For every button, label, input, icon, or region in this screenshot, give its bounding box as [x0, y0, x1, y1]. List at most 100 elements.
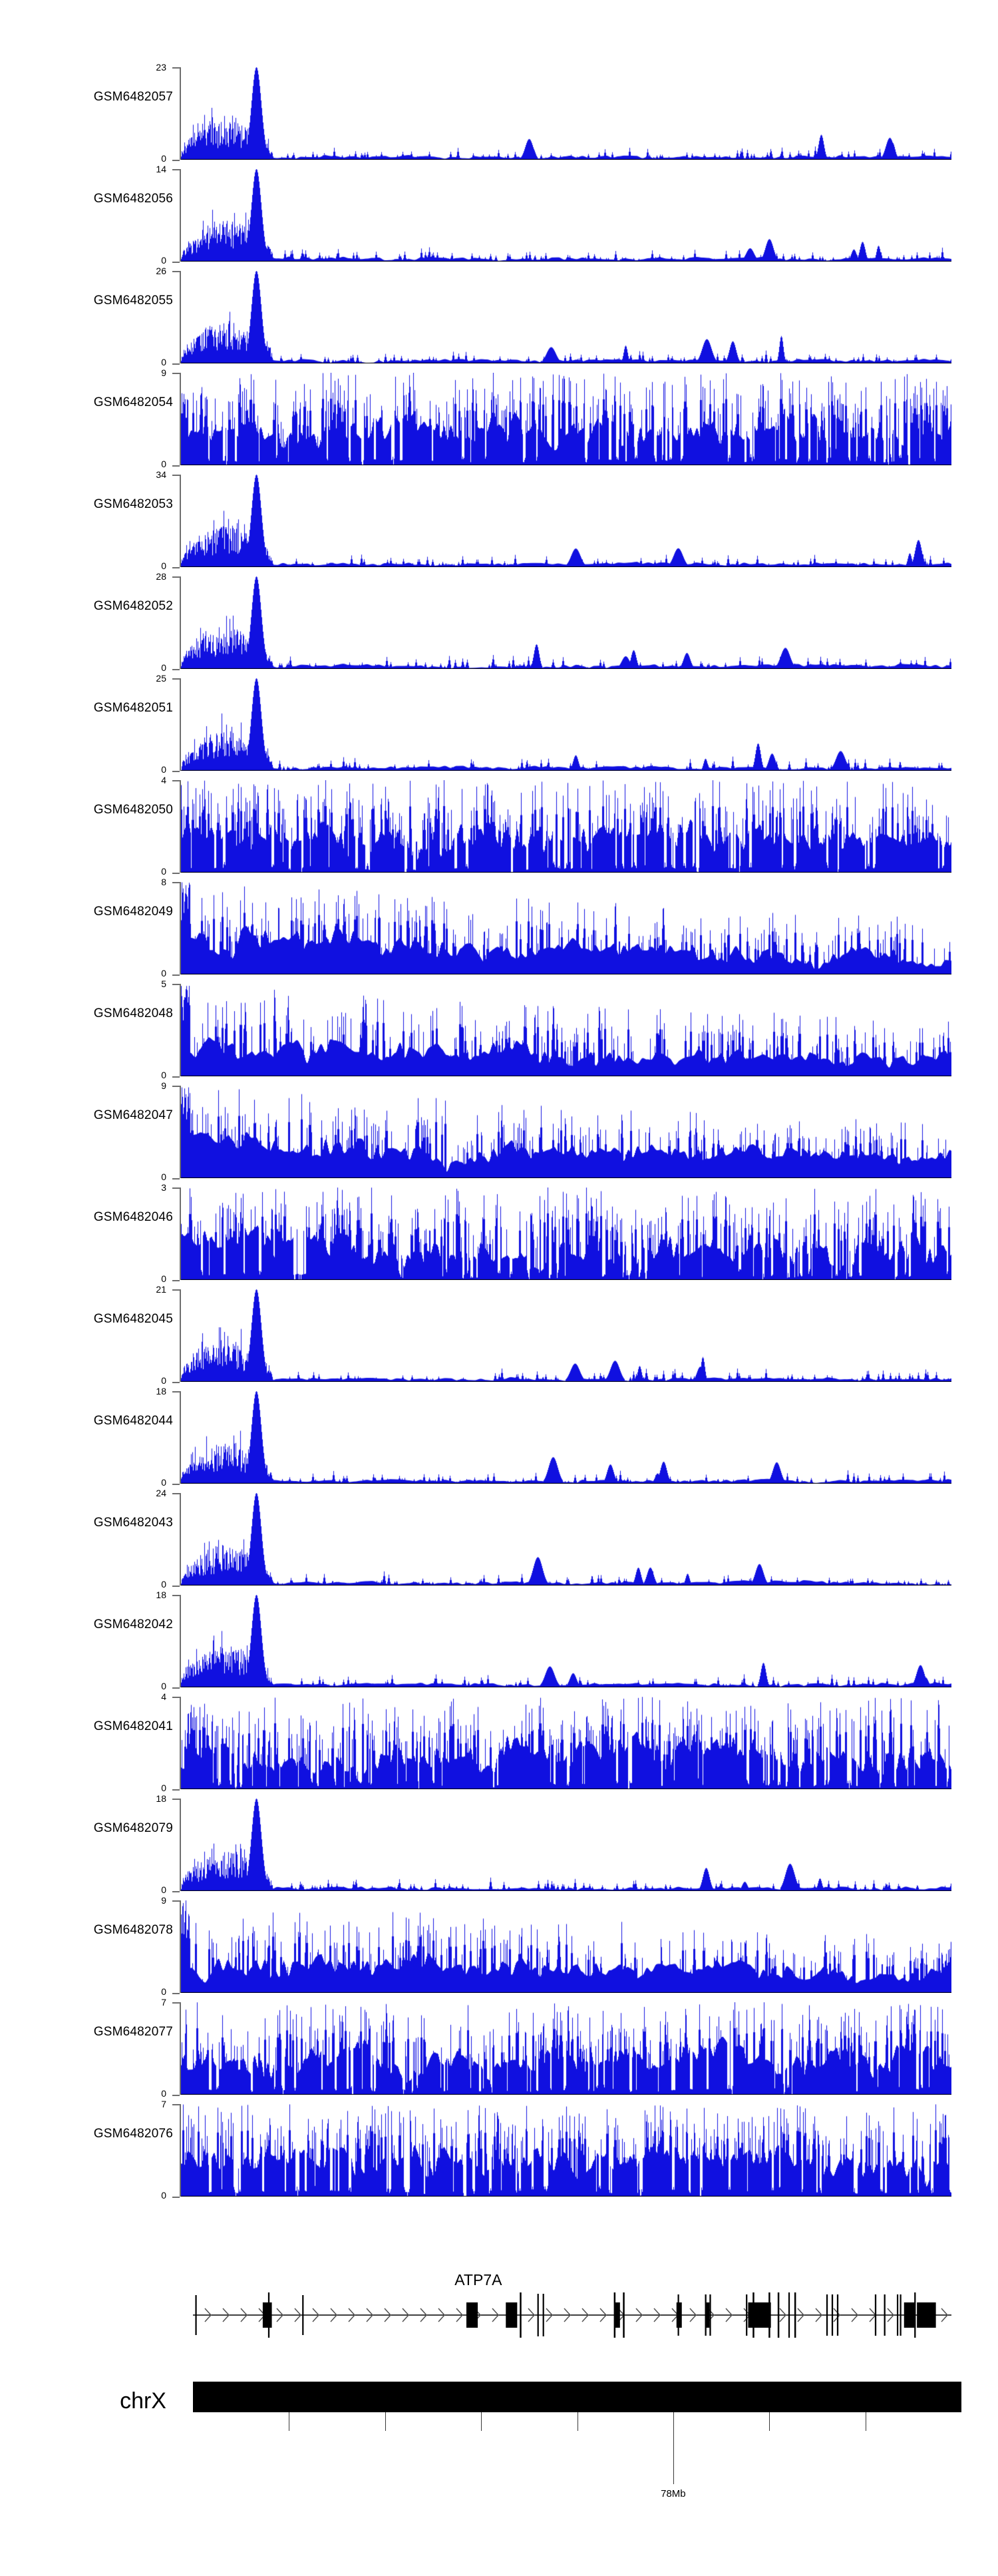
track-y-max-tick — [172, 169, 180, 170]
track-y-max-tick — [172, 475, 180, 476]
coverage-track: GSM6482042 18 0 — [0, 1579, 998, 1691]
track-sample-label: GSM6482057 — [93, 90, 173, 105]
strand-arrow-icon — [779, 2308, 787, 2322]
track-y-min-label: 0 — [161, 357, 166, 367]
coverage-track: GSM6482043 24 0 — [0, 1477, 998, 1590]
gene-exon-box — [746, 2294, 748, 2336]
coverage-track: GSM6482053 34 0 — [0, 459, 998, 571]
strand-arrow-icon — [528, 2308, 536, 2322]
track-sample-label: GSM6482048 — [93, 1006, 173, 1021]
track-sample-label: GSM6482046 — [93, 1210, 173, 1225]
track-sample-label: GSM6482049 — [93, 905, 173, 919]
track-y-min-tick — [172, 1076, 180, 1078]
track-y-axis-line — [180, 882, 181, 974]
gene-exon-box — [542, 2294, 544, 2336]
track-y-axis-line — [180, 780, 181, 873]
track-y-axis-line — [180, 1086, 181, 1178]
gene-exon-box — [884, 2294, 886, 2336]
strand-arrow-icon — [582, 2308, 589, 2322]
gene-exon-box — [826, 2294, 828, 2336]
track-y-max-tick — [172, 1086, 180, 1087]
track-y-axis-line — [180, 1289, 181, 1382]
coverage-track: GSM6482044 18 0 — [0, 1375, 998, 1488]
track-sample-label: GSM6482054 — [93, 395, 173, 410]
coverage-signal-plot — [181, 984, 951, 1076]
strand-arrow-icon — [546, 2308, 554, 2322]
coverage-track: GSM6482056 14 0 — [0, 153, 998, 266]
coverage-signal-plot — [181, 169, 951, 262]
track-y-axis-line — [180, 1697, 181, 1789]
track-y-max-label: 3 — [161, 1182, 166, 1193]
track-sample-label: GSM6482055 — [93, 294, 173, 308]
chromosome-ideogram-track: chrX 78Mb — [0, 2370, 998, 2503]
strand-arrow-icon — [653, 2308, 661, 2322]
track-y-min-label: 0 — [161, 1172, 166, 1182]
gene-name-label: ATP7A — [454, 2271, 502, 2288]
track-y-min-label: 0 — [161, 1579, 166, 1590]
coverage-signal-plot — [181, 1187, 951, 1280]
gene-exon-box — [748, 2302, 771, 2328]
coverage-track: GSM6482050 4 0 — [0, 764, 998, 877]
track-y-max-label: 9 — [161, 1080, 166, 1091]
track-y-min-label: 0 — [161, 866, 166, 877]
track-y-max-tick — [172, 1799, 180, 1800]
gene-annotation-track: ATP7A — [0, 2271, 998, 2344]
track-y-min-tick — [172, 2197, 180, 2198]
track-y-max-label: 4 — [161, 775, 166, 785]
track-y-axis-line — [180, 271, 181, 363]
coverage-track: GSM6482046 3 0 — [0, 1172, 998, 1284]
track-y-axis-line — [180, 1799, 181, 1891]
track-sample-label: GSM6482050 — [93, 803, 173, 817]
coverage-signal-plot — [181, 678, 951, 771]
track-y-min-label: 0 — [161, 1986, 166, 1997]
track-y-min-label: 0 — [161, 662, 166, 673]
strand-arrow-icon — [689, 2308, 697, 2322]
track-y-min-label: 0 — [161, 2088, 166, 2099]
coverage-signal-plot — [181, 2104, 951, 2197]
strand-arrow-icon — [384, 2308, 392, 2322]
strand-arrow-icon — [833, 2308, 841, 2322]
coverage-track: GSM6482051 25 0 — [0, 662, 998, 775]
track-y-min-label: 0 — [161, 968, 166, 978]
gene-exon-box — [794, 2292, 796, 2338]
coverage-track: GSM6482052 28 0 — [0, 560, 998, 673]
coverage-signal-plot — [181, 1595, 951, 1687]
gene-model-svg — [193, 2292, 951, 2338]
coverage-track: GSM6482078 9 0 — [0, 1884, 998, 1997]
strand-arrow-icon — [815, 2308, 823, 2322]
track-sample-label: GSM6482045 — [93, 1312, 173, 1327]
strand-arrow-icon — [276, 2308, 284, 2322]
track-y-min-tick — [172, 567, 180, 568]
strand-arrow-icon — [887, 2308, 895, 2322]
strand-arrow-icon — [725, 2308, 733, 2322]
track-y-min-tick — [172, 771, 180, 772]
coverage-signal-plot — [181, 67, 951, 160]
coverage-track: GSM6482048 5 0 — [0, 968, 998, 1080]
track-sample-label: GSM6482051 — [93, 701, 173, 716]
track-y-min-tick — [172, 1484, 180, 1485]
coverage-track: GSM6482045 21 0 — [0, 1273, 998, 1386]
gene-exon-box — [520, 2292, 522, 2338]
genome-axis-tick — [481, 2412, 482, 2431]
gene-exon-box — [506, 2302, 518, 2328]
gene-exon-box — [896, 2294, 899, 2336]
track-y-max-label: 8 — [161, 877, 166, 887]
track-sample-label: GSM6482056 — [93, 192, 173, 206]
track-y-max-label: 28 — [156, 571, 166, 582]
track-y-axis-line — [180, 1493, 181, 1586]
coverage-signal-plot — [181, 882, 951, 974]
track-y-max-label: 7 — [161, 1997, 166, 2008]
track-y-max-label: 9 — [161, 1895, 166, 1906]
track-y-axis-line — [180, 475, 181, 567]
strand-arrow-icon — [312, 2308, 320, 2322]
track-y-min-tick — [172, 160, 180, 161]
track-y-axis-line — [180, 678, 181, 771]
strand-arrow-icon — [330, 2308, 338, 2322]
track-sample-label: GSM6482044 — [93, 1414, 173, 1428]
track-sample-label: GSM6482076 — [93, 2127, 173, 2141]
track-sample-label: GSM6482052 — [93, 599, 173, 614]
track-y-max-label: 21 — [156, 1284, 166, 1295]
track-y-max-tick — [172, 1289, 180, 1291]
strand-arrow-icon — [204, 2308, 212, 2322]
